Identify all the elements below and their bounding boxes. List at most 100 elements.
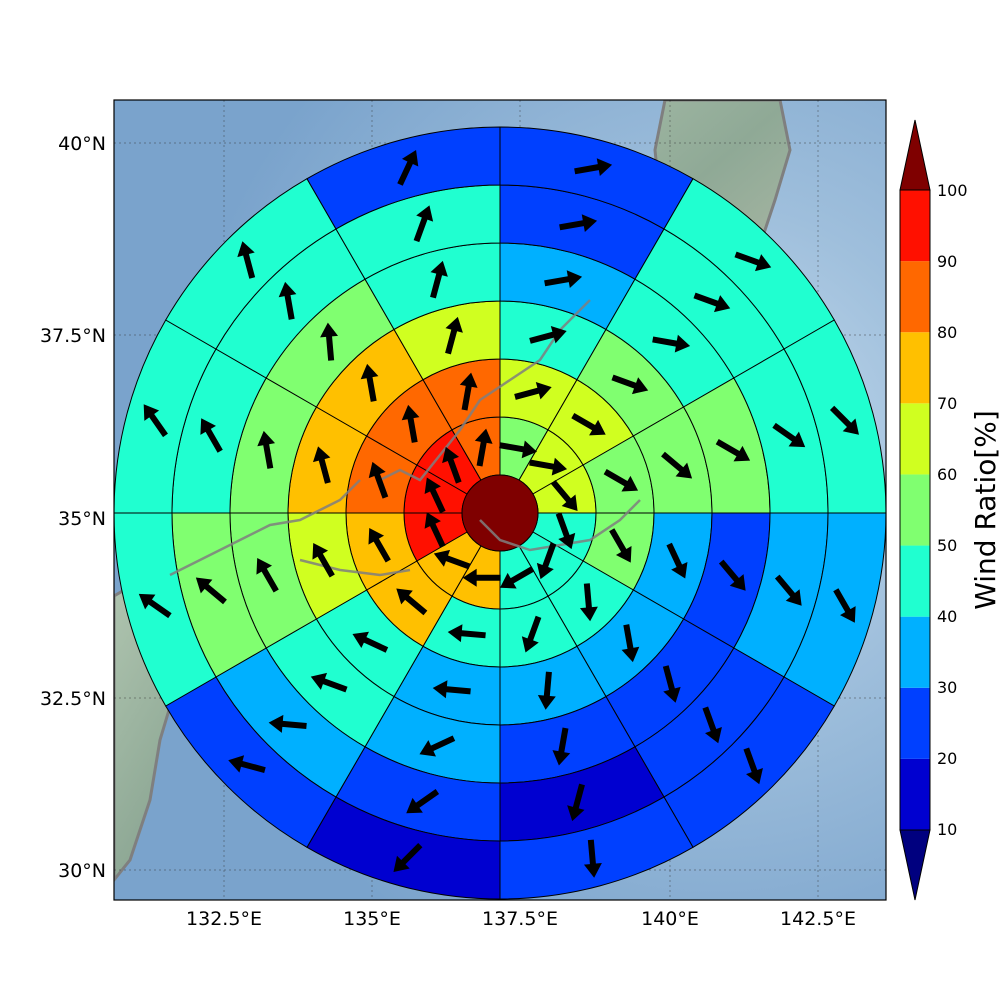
- wind-arrow-r1-s10: [401, 404, 420, 443]
- colorbar-block: [900, 474, 930, 546]
- wind-arrow-r4-s4: [702, 706, 722, 744]
- wind-arrow-r5-s11: [397, 150, 419, 186]
- wind-arrow-r0-s7: [433, 549, 471, 570]
- wind-arrow-r1-s4: [579, 583, 598, 622]
- colorbar-block: [900, 261, 930, 333]
- lon-tick: 142.5°E: [780, 908, 856, 930]
- wind-arrow-r4-s8: [195, 577, 227, 605]
- wind-arrow-r4-s3: [774, 574, 802, 606]
- wind-arrow-r4-s2: [772, 422, 806, 448]
- colorbar-blocks: [899, 189, 931, 831]
- map-frame: [113, 99, 887, 901]
- arrow-layer: [138, 150, 859, 878]
- wind-arrow-r2-s7: [352, 631, 389, 653]
- wind-arrow-r0-s8: [424, 512, 446, 548]
- colorbar: 10 20 30 40 50 60 70 80 90 100 Wind Rati…: [899, 119, 1000, 901]
- wind-arrow-r2-s10: [360, 363, 379, 402]
- wind-arrow-r4-s1: [693, 292, 731, 313]
- colorbar-block: [900, 332, 930, 404]
- wind-arrow-r4-s5: [567, 783, 585, 822]
- wind-arrow-r2-s9: [312, 446, 331, 484]
- wind-arrow-r4-s10: [278, 281, 297, 320]
- colorbar-over-triangle: [899, 119, 931, 191]
- wind-arrow-r3-s8: [256, 558, 279, 593]
- wind-arrow-r5-s2: [829, 405, 859, 435]
- wind-arrow-r2-s2: [661, 451, 693, 479]
- colorbar-block: [900, 545, 930, 617]
- colorbar-block: [900, 403, 930, 475]
- wind-arrow-r3-s2: [715, 439, 751, 462]
- wind-arrow-r0-s5: [500, 566, 535, 589]
- colorbar-tick: 80: [937, 323, 957, 342]
- wind-arrow-r1-s7: [396, 588, 428, 616]
- wind-arrow-r5-s6: [393, 842, 423, 872]
- wind-arrow-r5-s9: [143, 404, 168, 438]
- wind-arrow-r1-s6: [447, 624, 486, 643]
- lat-tick: 35°N: [58, 508, 106, 530]
- wind-arrow-r1-s11: [459, 372, 478, 411]
- wind-arrow-r1-s8: [368, 528, 391, 563]
- wind-arrow-r0-s10: [442, 446, 462, 484]
- wind-arrow-r3-s11: [430, 260, 448, 299]
- wind-arrow-r2-s8: [312, 543, 335, 578]
- lat-tick: 37.5°N: [40, 325, 106, 347]
- wind-arrow-r3-s10: [320, 322, 339, 361]
- colorbar-tick: 90: [937, 252, 957, 271]
- wind-arrow-r3-s5: [552, 727, 571, 766]
- wind-arrow-r2-s1: [611, 374, 649, 395]
- wind-arrow-r3-s1: [652, 334, 691, 353]
- colorbar-block: [900, 190, 930, 262]
- wind-arrow-r5-s4: [743, 747, 763, 785]
- wind-arrow-r1-s3: [609, 528, 632, 563]
- colorbar-tick: 40: [937, 607, 957, 626]
- colorbar-tick: 20: [937, 749, 957, 768]
- lat-tick: 30°N: [58, 860, 106, 882]
- wind-arrow-r3-s7: [310, 672, 348, 693]
- colorbar-under-triangle: [899, 829, 931, 901]
- wind-arrow-r1-s2: [603, 469, 639, 492]
- wind-arrow-r4-s0: [559, 214, 598, 233]
- lat-tick-labels: 40°N 37.5°N 35°N 32.5°N 30°N: [40, 133, 106, 882]
- wind-arrow-r5-s7: [228, 755, 266, 773]
- lat-tick: 32.5°N: [40, 688, 106, 710]
- coastline-overlay: [169, 299, 641, 577]
- wind-arrow-r0-s11: [474, 428, 493, 467]
- sector-layer: [113, 126, 887, 900]
- wind-arrow-r0-s3: [555, 512, 576, 550]
- wind-arrow-r0-s2: [550, 479, 578, 511]
- lon-tick: 132.5°E: [186, 908, 262, 930]
- center-disk: [461, 474, 539, 552]
- wind-arrow-r0-s1: [529, 457, 568, 476]
- wind-arrow-r4-s9: [200, 418, 223, 453]
- colorbar-tick: 30: [937, 678, 957, 697]
- wind-arrow-r2-s4: [621, 624, 640, 663]
- wind-arrow-r3-s3: [718, 559, 746, 591]
- wind-arrow-r3-s4: [662, 665, 681, 703]
- colorbar-tick-labels: 10 20 30 40 50 60 70 80 90 100: [937, 181, 968, 839]
- wind-arrow-r5-s5: [583, 839, 602, 878]
- wind-arrow-r4-s7: [268, 714, 307, 733]
- colorbar-block: [900, 616, 930, 688]
- colorbar-tick: 10: [937, 820, 957, 839]
- wind-arrow-r1-s9: [368, 461, 389, 499]
- colorbar-tick: 70: [937, 394, 957, 413]
- wind-arrow-r3-s6: [419, 735, 456, 757]
- colorbar-tick: 100: [937, 181, 968, 200]
- colorbar-tick: 50: [937, 536, 957, 555]
- wind-arrow-r3-s9: [257, 430, 276, 469]
- wind-arrow-r0-s9: [424, 477, 446, 514]
- wind-arrow-r5-s0: [574, 158, 613, 176]
- wind-arrow-r2-s3: [666, 542, 688, 579]
- wind-arrow-r4-s11: [413, 205, 434, 243]
- lat-tick: 40°N: [58, 133, 106, 155]
- wind-arrow-r0-s4: [536, 542, 557, 580]
- colorbar-block: [900, 758, 930, 830]
- wind-arrow-r0-s0: [499, 440, 538, 459]
- lon-tick: 140°E: [641, 908, 699, 930]
- lon-tick: 137.5°E: [482, 908, 558, 930]
- colorbar-label: Wind Ratio[%]: [969, 410, 1000, 610]
- colorbar-tick: 60: [937, 465, 957, 484]
- wind-arrow-r2-s6: [432, 680, 471, 699]
- wind-arrow-r5-s1: [734, 251, 772, 272]
